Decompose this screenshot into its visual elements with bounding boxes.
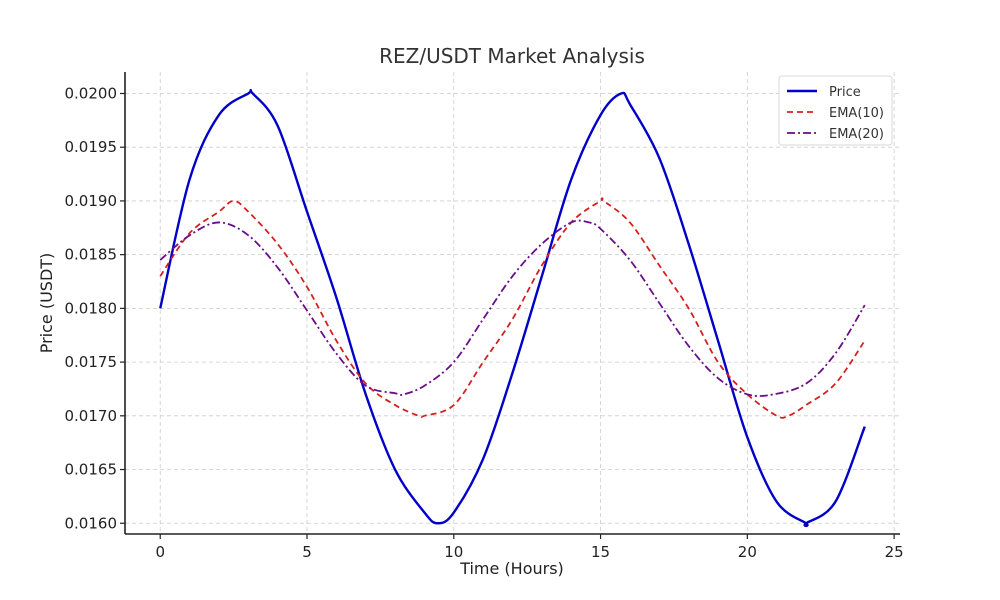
y-tick-label: 0.0170 <box>65 407 118 425</box>
series-line-price <box>159 88 866 528</box>
series-line-ema-20 <box>159 219 866 397</box>
x-tick-label: 0 <box>155 543 165 561</box>
y-tick-label: 0.0195 <box>65 138 118 156</box>
legend-box <box>778 75 893 146</box>
grid <box>125 72 900 534</box>
x-tick-label: 10 <box>444 543 463 561</box>
y-tick-label: 0.0165 <box>65 461 118 479</box>
y-tick-label: 0.0190 <box>65 192 118 210</box>
legend-label: EMA(20) <box>829 127 884 142</box>
x-axis-label: Time (Hours) <box>459 559 564 578</box>
series-line-ema-10 <box>159 197 866 419</box>
y-ticks: 0.0160 0.0165 0.0170 0.0175 0.0180 0.0185 0.01… <box>65 84 125 532</box>
x-tick-label: 25 <box>885 543 904 561</box>
legend-label: EMA(10) <box>829 106 884 121</box>
chart-title: REZ/USDT Market Analysis <box>379 44 645 68</box>
x-tick-label: 15 <box>591 543 610 561</box>
y-tick-label: 0.0180 <box>65 299 118 317</box>
legend-label: Price <box>829 85 861 100</box>
y-tick-label: 0.0185 <box>65 246 118 264</box>
legend: Price EMA(10) EMA(20) <box>778 75 893 146</box>
x-ticks: 0 5 10 15 20 25 <box>155 534 904 561</box>
y-tick-label: 0.0175 <box>65 353 118 371</box>
x-tick-label: 20 <box>738 543 757 561</box>
series-layer <box>159 88 866 528</box>
y-tick-label: 0.0160 <box>65 514 118 532</box>
y-tick-label: 0.0200 <box>65 84 118 102</box>
x-tick-label: 5 <box>302 543 312 561</box>
y-axis-label: Price (USDT) <box>37 253 56 354</box>
